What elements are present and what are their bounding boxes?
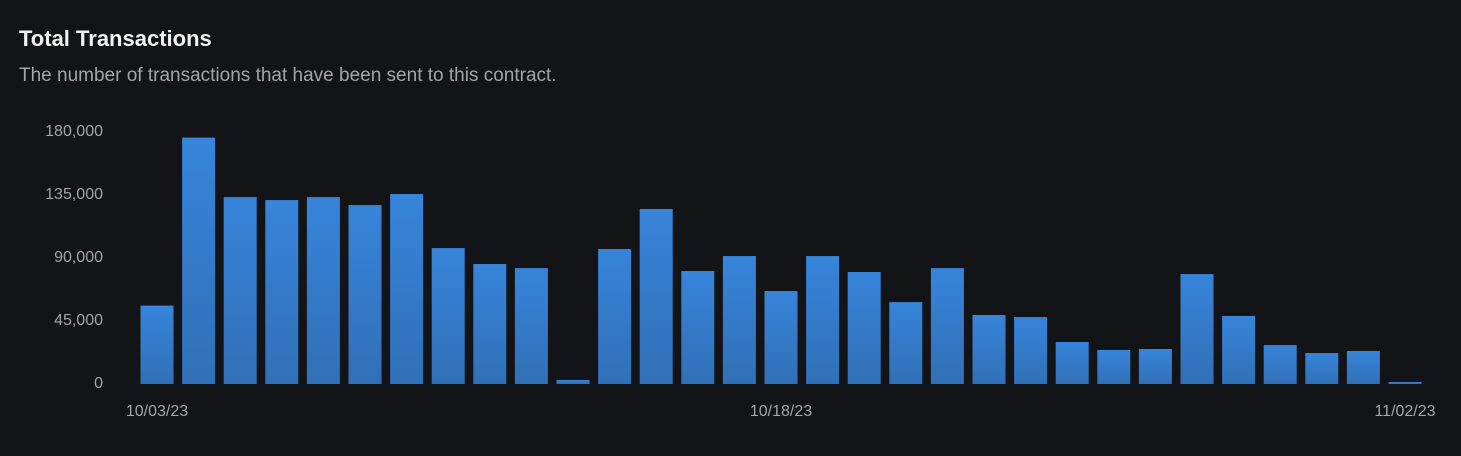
bar [556, 379, 590, 384]
bar [473, 264, 507, 384]
bar [930, 268, 964, 384]
bar [1097, 349, 1131, 384]
bar [265, 200, 299, 384]
bar [764, 291, 798, 384]
bar [182, 137, 216, 384]
bar [806, 256, 840, 384]
chart-subtitle: The number of transactions that have bee… [19, 65, 557, 86]
bar [1388, 382, 1422, 384]
bar [847, 272, 881, 384]
bar [390, 194, 424, 384]
bar [639, 209, 673, 384]
y-tick-label: 180,000 [45, 123, 103, 140]
bar [681, 271, 715, 384]
y-tick-label: 45,000 [54, 312, 103, 329]
bar [722, 256, 756, 384]
chart-title: Total Transactions [19, 26, 212, 51]
bar [1263, 345, 1297, 384]
bar [1222, 315, 1256, 384]
x-tick-label: 11/02/23 [1374, 403, 1435, 420]
bar [1055, 342, 1089, 384]
bar [1014, 317, 1048, 384]
bar [1180, 274, 1214, 384]
bar [598, 249, 632, 384]
bar [514, 268, 548, 384]
bar [306, 197, 340, 384]
bar [1138, 349, 1172, 384]
bar [140, 305, 174, 384]
bar [431, 248, 465, 384]
y-tick-label: 135,000 [45, 186, 103, 203]
bar [1346, 350, 1380, 384]
y-tick-label: 90,000 [54, 249, 103, 266]
bar [889, 302, 923, 384]
bar [1305, 353, 1339, 384]
bar [972, 314, 1006, 384]
x-tick-label: 10/18/23 [750, 403, 812, 420]
y-tick-label: 0 [94, 375, 103, 392]
x-tick-label: 10/03/23 [126, 403, 188, 420]
bar [223, 197, 257, 384]
bar [348, 205, 382, 384]
